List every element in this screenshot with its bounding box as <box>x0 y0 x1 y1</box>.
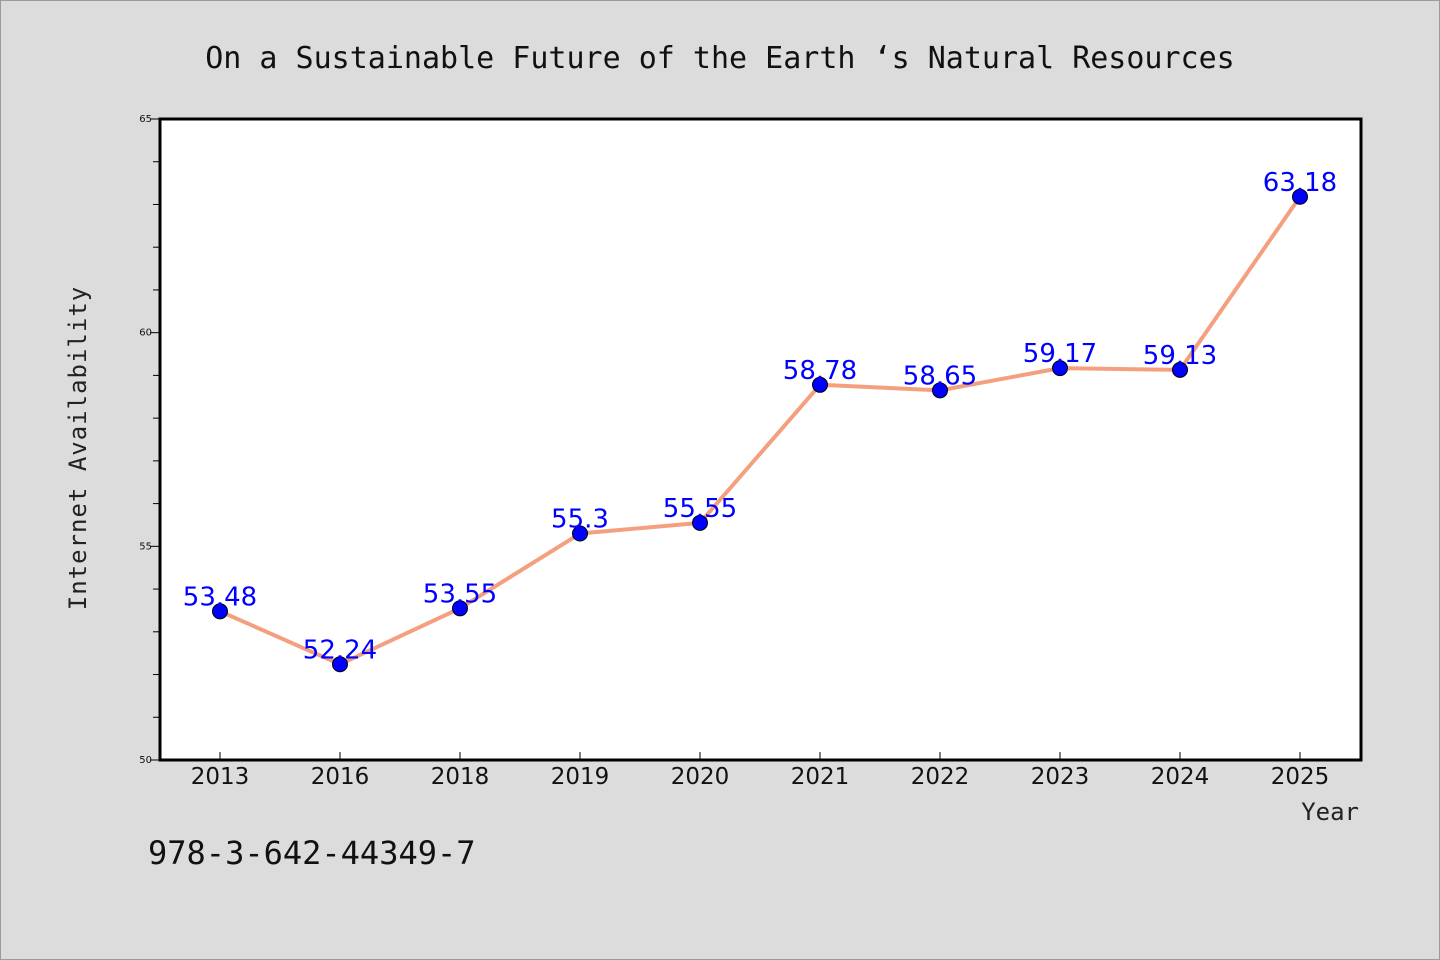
data-point <box>1172 361 1188 378</box>
data-label: 63.18 <box>1263 168 1337 198</box>
data-point <box>452 600 468 617</box>
x-tick-label: 2016 <box>311 764 370 790</box>
series-line-group <box>219 195 1302 667</box>
x-tick-label: 2018 <box>431 764 490 790</box>
x-tick-label: 2024 <box>1151 764 1210 790</box>
y-tick-label: 55 <box>139 541 152 552</box>
data-point <box>812 376 828 393</box>
x-tick-label: 2019 <box>551 764 610 790</box>
data-label: 53.55 <box>423 579 497 609</box>
x-tick-label: 2020 <box>671 764 730 790</box>
x-tick-label: 2022 <box>911 764 970 790</box>
y-tick-label: 60 <box>139 328 152 339</box>
series-points-group <box>212 188 1308 673</box>
data-point <box>212 603 228 620</box>
data-label: 58.78 <box>783 356 857 386</box>
data-point <box>692 514 708 531</box>
chart-title: On a Sustainable Future of the Earth ‘s … <box>205 41 1235 76</box>
data-label: 52.24 <box>303 635 377 665</box>
data-point <box>572 525 588 542</box>
data-point <box>332 656 348 673</box>
y-tick-label: 65 <box>139 114 152 125</box>
data-label: 53.48 <box>183 582 257 612</box>
data-label: 55.55 <box>663 494 737 524</box>
x-axis-label: Year <box>1301 798 1359 826</box>
x-tick-label: 2025 <box>1271 764 1330 790</box>
x-tick-label: 2023 <box>1031 764 1090 790</box>
data-labels-group: 53.48 52.24 53.55 55.3 55.55 58.78 58.65 59.17 5… <box>183 168 1337 666</box>
data-label: 59.13 <box>1143 341 1217 371</box>
footer-isbn: 978-3-642-44349-7 <box>148 834 476 872</box>
data-point <box>1292 188 1308 205</box>
x-tick-label: 2021 <box>791 764 850 790</box>
series-line <box>219 195 1302 667</box>
x-axis: 2013 2016 2018 2019 2020 2021 2022 2023 2024 2025 <box>191 752 1330 790</box>
y-tick-label: 50 <box>139 755 152 766</box>
data-label: 58.65 <box>903 361 977 391</box>
data-point <box>932 382 948 399</box>
data-label: 55.3 <box>551 505 609 535</box>
data-point <box>1052 360 1068 377</box>
y-axis: 50 55 60 65 <box>139 114 160 766</box>
x-tick-label: 2013 <box>191 764 250 790</box>
data-label: 59.17 <box>1023 339 1097 369</box>
y-axis-label: Internet Availability <box>64 286 92 610</box>
